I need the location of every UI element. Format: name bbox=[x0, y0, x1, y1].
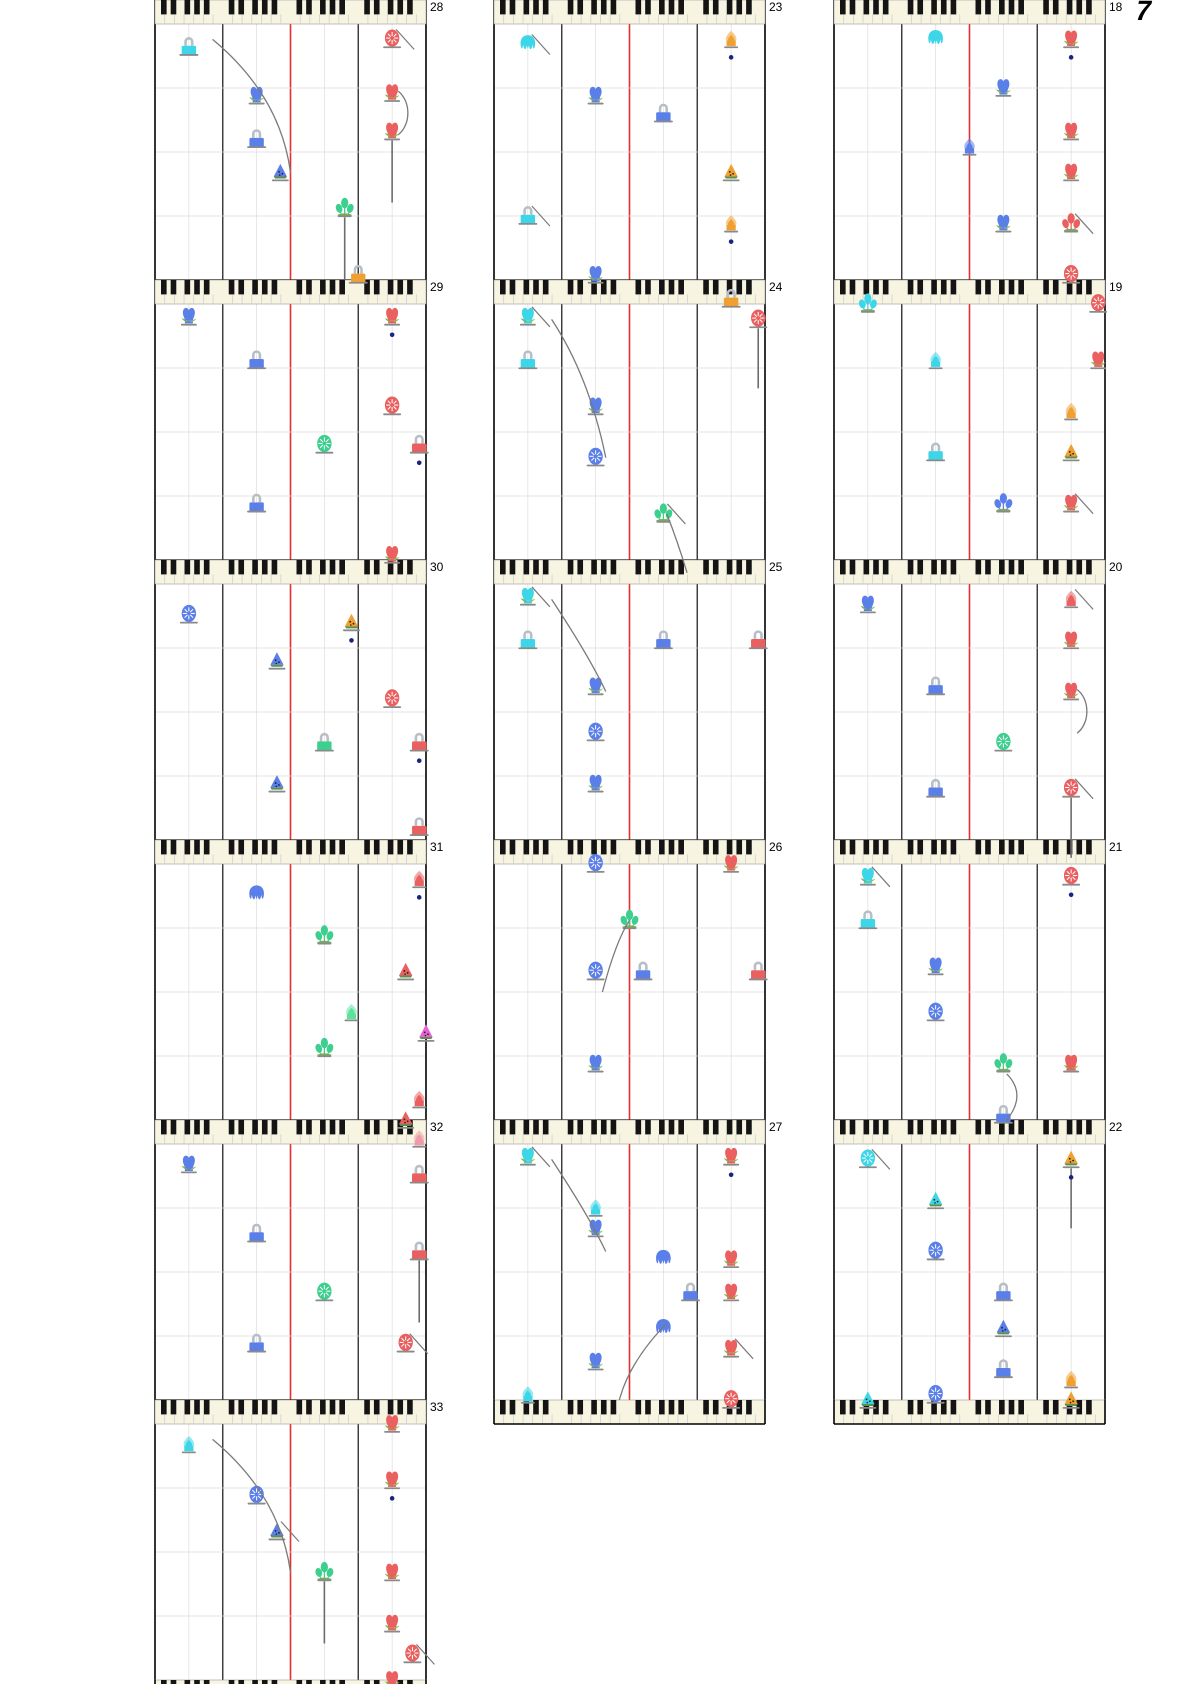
svg-text:28: 28 bbox=[430, 0, 444, 14]
svg-text:19: 19 bbox=[1109, 280, 1123, 294]
svg-text:25: 25 bbox=[769, 560, 783, 574]
svg-text:24: 24 bbox=[769, 280, 783, 294]
svg-text:29: 29 bbox=[430, 280, 444, 294]
svg-text:23: 23 bbox=[769, 0, 783, 14]
svg-text:26: 26 bbox=[769, 840, 783, 854]
svg-text:20: 20 bbox=[1109, 560, 1123, 574]
svg-text:27: 27 bbox=[769, 1120, 783, 1134]
svg-text:32: 32 bbox=[430, 1120, 444, 1134]
svg-text:31: 31 bbox=[430, 840, 444, 854]
svg-text:18: 18 bbox=[1109, 0, 1123, 14]
svg-text:30: 30 bbox=[430, 560, 444, 574]
svg-text:21: 21 bbox=[1109, 840, 1123, 854]
svg-text:33: 33 bbox=[430, 1400, 444, 1414]
svg-text:22: 22 bbox=[1109, 1120, 1123, 1134]
svg-text:7: 7 bbox=[1132, 0, 1154, 26]
